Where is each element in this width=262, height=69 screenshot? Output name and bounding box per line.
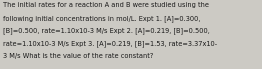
Text: 3 M/s What is the value of the rate constant?: 3 M/s What is the value of the rate cons… xyxy=(3,53,154,59)
Text: The initial rates for a reaction A and B were studied using the: The initial rates for a reaction A and B… xyxy=(3,2,209,8)
Text: following initial concentrations in mol/L. Expt 1. [A]=0.300,: following initial concentrations in mol/… xyxy=(3,15,200,22)
Text: [B]=0.500, rate=1.10x10-3 M/s Expt 2. [A]=0.219, [B]=0.500,: [B]=0.500, rate=1.10x10-3 M/s Expt 2. [A… xyxy=(3,28,210,34)
Text: rate=1.10x10-3 M/s Expt 3. [A]=0.219, [B]=1.53, rate=3.37x10-: rate=1.10x10-3 M/s Expt 3. [A]=0.219, [B… xyxy=(3,40,217,47)
